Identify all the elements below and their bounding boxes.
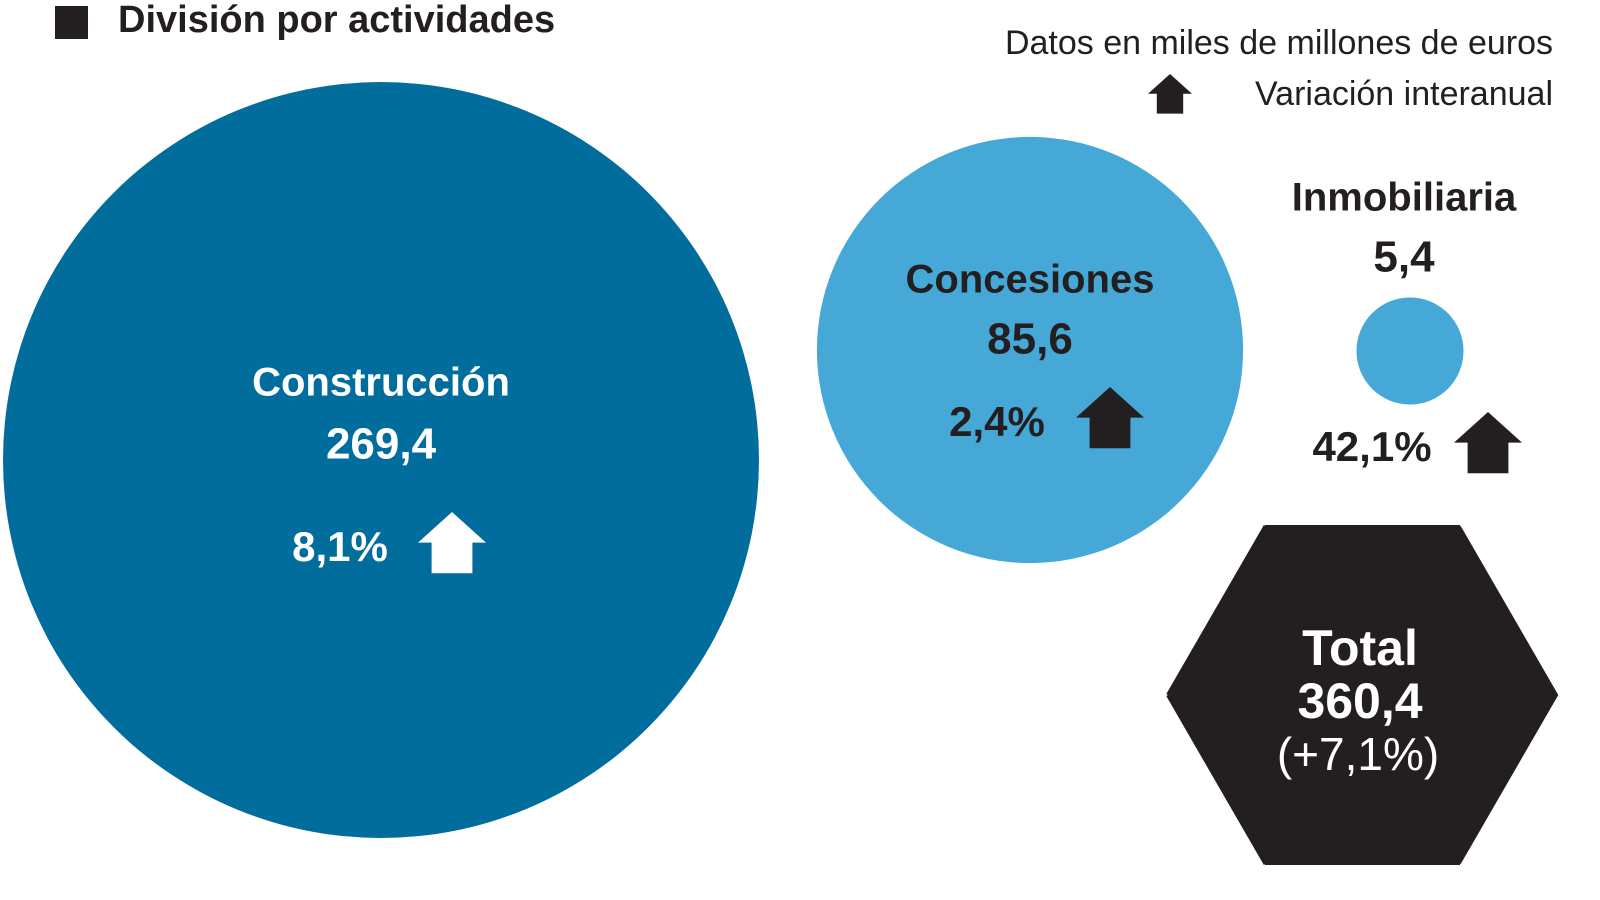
- change-label: 42,1%: [1312, 423, 1431, 470]
- arrow-icon: [1076, 387, 1144, 449]
- bubble: [816, 136, 1244, 564]
- bubble: [1356, 297, 1464, 405]
- change-label: 8,1%: [292, 523, 388, 570]
- category-label: Construcción: [252, 361, 510, 405]
- total-change: (+7,1%): [1277, 728, 1439, 780]
- value-label: 5,4: [1373, 233, 1435, 282]
- total-label: Total: [1302, 620, 1418, 676]
- subtitle: Datos en miles de millones de euros: [1005, 24, 1553, 62]
- category-label: Inmobiliaria: [1292, 176, 1517, 220]
- bubble: [2, 81, 760, 839]
- arrow-icon: [1454, 412, 1522, 474]
- total-value: 360,4: [1297, 673, 1422, 729]
- arrow-icon: [418, 512, 486, 574]
- legend-label: Variación interanual: [1255, 75, 1553, 113]
- value-label: 269,4: [326, 420, 437, 469]
- chart-title: División por actividades: [118, 0, 555, 41]
- category-label: Concesiones: [906, 258, 1155, 302]
- change-label: 2,4%: [949, 398, 1045, 445]
- title-marker: [55, 6, 88, 39]
- value-label: 85,6: [987, 315, 1073, 364]
- arrow-icon: [1148, 74, 1192, 114]
- star: [1166, 525, 1559, 865]
